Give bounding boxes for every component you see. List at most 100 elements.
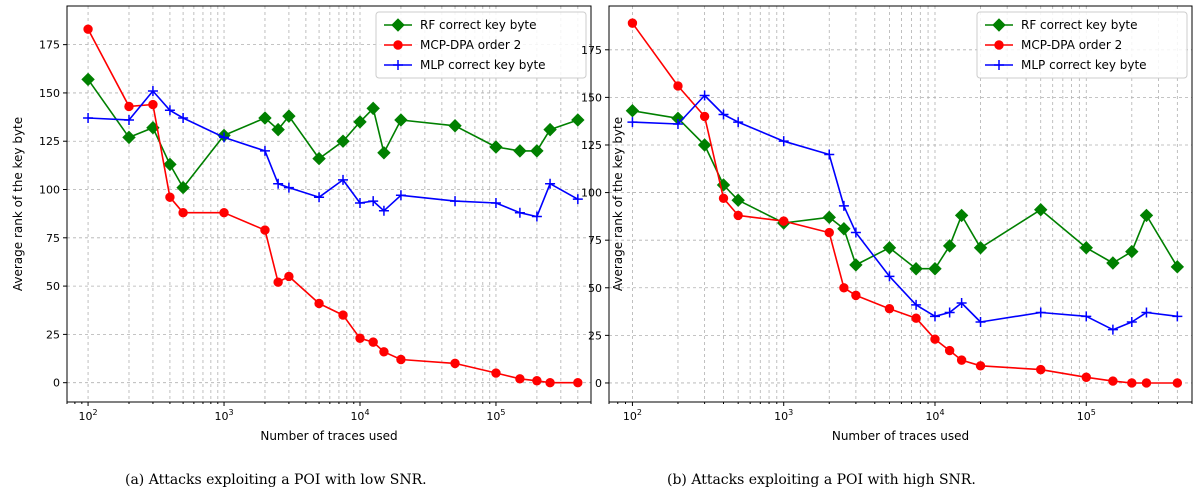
data-point	[513, 144, 527, 158]
legend-box	[976, 11, 1188, 79]
data-point	[1034, 203, 1048, 217]
plot-frame	[66, 5, 592, 403]
data-point	[1172, 378, 1183, 388]
data-point	[839, 283, 849, 293]
data-point	[164, 105, 175, 116]
data-point	[515, 374, 525, 384]
y-tick-label: 75	[588, 234, 602, 247]
data-point	[1125, 244, 1139, 259]
legend: RF correct key byte MCP-DPA order 2 MLP co…	[375, 11, 587, 79]
data-point	[314, 192, 325, 203]
data-point	[928, 262, 942, 276]
legend: RF correct key byte MCP-DPA order 2 MLP co…	[976, 11, 1188, 79]
data-point	[956, 355, 967, 365]
y-tick-label: 75	[46, 232, 60, 245]
data-point	[672, 119, 683, 130]
data-point	[282, 109, 296, 123]
data-point	[366, 101, 380, 116]
data-point	[1081, 311, 1092, 322]
data-point	[379, 347, 389, 357]
data-point	[490, 198, 501, 209]
data-point	[1172, 311, 1183, 322]
data-point	[718, 193, 729, 203]
data-point	[779, 216, 789, 226]
data-point	[448, 119, 462, 133]
y-tick-label: 25	[46, 328, 60, 341]
data-point	[1126, 317, 1137, 328]
data-point	[273, 277, 283, 287]
x-tick-label: 105	[486, 408, 505, 423]
data-point	[312, 151, 326, 166]
figure: 0 25 50 75 100 125 150 175 102 103 104 105 Number of…	[11, 5, 1193, 443]
caption-b: (b) Attacks exploiting a POI with high S…	[667, 472, 976, 488]
data-point	[1079, 241, 1093, 255]
data-point	[1127, 378, 1137, 388]
data-point	[1108, 376, 1118, 386]
x-axis: 102 103 104 105	[66, 402, 592, 423]
data-point	[911, 299, 922, 310]
data-point	[396, 354, 406, 365]
x-axis-label: Number of traces used	[832, 429, 969, 443]
data-point	[944, 345, 955, 356]
caption-a: (a) Attacks exploiting a POI with low SN…	[125, 472, 427, 488]
data-point	[571, 113, 585, 127]
x-tick-label: 104	[925, 408, 944, 423]
data-point	[882, 241, 897, 255]
data-point	[697, 138, 712, 152]
data-point	[824, 227, 834, 238]
data-point	[377, 146, 391, 160]
series-line	[87, 78, 579, 189]
data-point	[336, 134, 350, 148]
data-point	[83, 24, 93, 34]
data-point	[147, 85, 158, 96]
data-point	[954, 208, 969, 223]
data-point	[884, 271, 895, 282]
data-point	[378, 205, 389, 216]
y-tick-label: 175	[581, 44, 602, 57]
data-point	[929, 311, 940, 322]
data-point	[911, 313, 921, 323]
y-axis: 0 25 50 75 100 125 150 175	[39, 39, 67, 390]
data-point	[718, 109, 729, 120]
plot-frame	[608, 5, 1193, 403]
y-axis: 0 25 50 75 100 125 150 175	[581, 44, 609, 390]
data-point	[733, 210, 743, 221]
data-point	[956, 298, 967, 308]
x-tick-label: 102	[79, 408, 98, 423]
data-point	[368, 337, 378, 347]
chart-panel-b: 0 25 50 75 100 125 150 175 102 103 104 105 Number of…	[581, 5, 1193, 443]
data-point	[368, 196, 379, 207]
data-point	[122, 130, 136, 145]
y-tick-label: 0	[53, 377, 60, 390]
legend-marker	[994, 60, 1004, 70]
data-point	[909, 262, 923, 276]
y-tick-label: 50	[46, 280, 60, 293]
data-point	[1106, 256, 1120, 270]
data-point	[355, 333, 365, 343]
y-tick-label: 0	[595, 377, 602, 390]
y-tick-label: 25	[588, 329, 602, 342]
y-tick-label: 125	[581, 139, 602, 152]
y-tick-label: 175	[39, 39, 60, 52]
data-point	[530, 144, 544, 158]
data-point	[1081, 372, 1091, 382]
y-tick-label: 100	[581, 187, 602, 200]
data-point	[573, 377, 583, 388]
x-axis: 102 103 104 105	[608, 402, 1193, 423]
series-3	[627, 90, 1183, 335]
data-point	[627, 117, 638, 128]
data-point	[699, 90, 710, 101]
data-point	[395, 190, 406, 201]
data-point	[731, 193, 745, 207]
y-tick-label: 150	[39, 87, 60, 100]
legend-label: RF correct key byte	[420, 18, 537, 32]
data-point	[273, 178, 284, 189]
y-tick-label: 150	[581, 91, 602, 104]
legend-label: MCP-DPA order 2	[420, 38, 521, 52]
data-point	[975, 361, 986, 371]
data-point	[165, 192, 175, 202]
data-point	[338, 310, 348, 320]
data-point	[673, 81, 683, 91]
legend-label: RF correct key byte	[1021, 18, 1138, 32]
x-tick-label: 103	[774, 408, 793, 423]
